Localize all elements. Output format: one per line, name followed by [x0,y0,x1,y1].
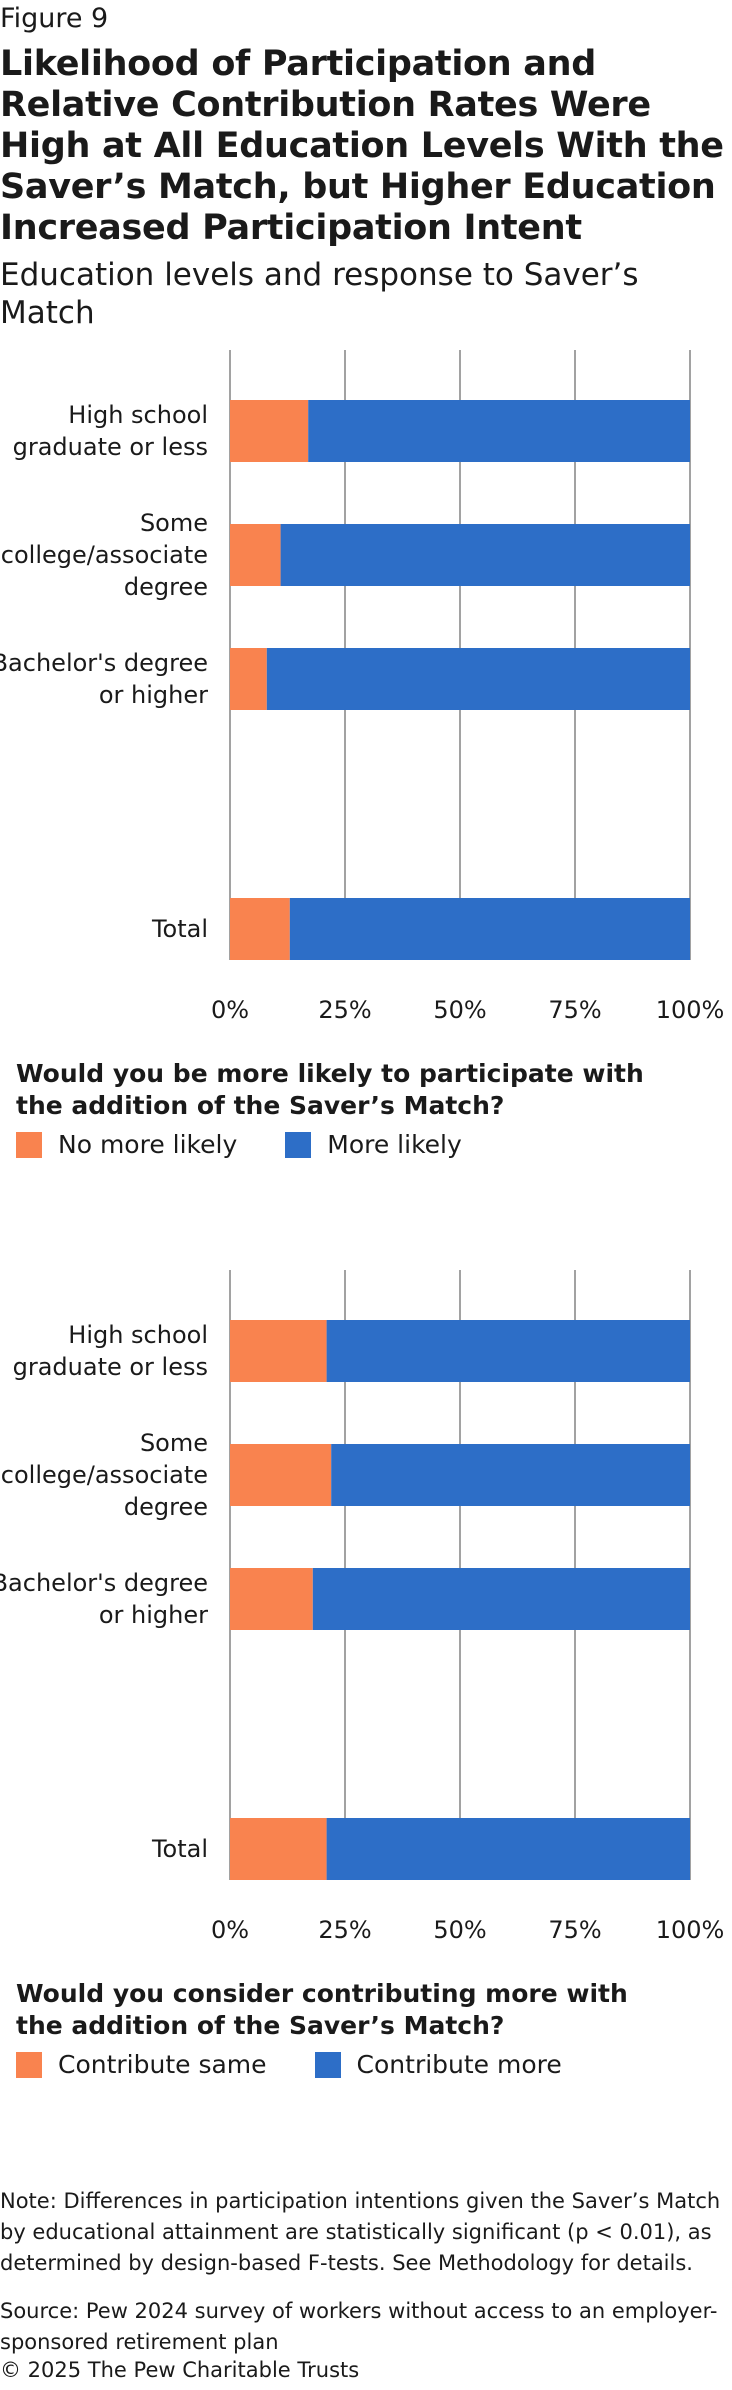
x-tick-label: 100% [656,996,725,1024]
bar-segment [230,648,267,710]
category-label: Some college/associate degree [1,1429,208,1521]
legend-label: Contribute more [356,2050,562,2079]
bar-segment [289,898,690,960]
legend-item-more-likely: More likely [285,1129,462,1161]
legend-swatch-blue [314,2052,341,2078]
bar-segment [230,400,309,462]
x-tick-label: 75% [548,996,601,1024]
category-label: High school graduate or less [13,401,208,461]
participation-legend: No more likely More likely [16,1128,510,1162]
x-tick-label: 25% [318,1916,371,1944]
legend-swatch-orange [16,2052,42,2078]
bar-segment [230,524,281,586]
chart-title: Likelihood of Participation and Relative… [0,44,724,248]
bar-segment [266,648,690,710]
legend-item-no-more-likely: No more likely [16,1129,237,1161]
legend-item-contribute-same: Contribute same [16,2049,267,2081]
participation-question: Would you be more likely to participate … [16,1059,644,1120]
bar-segment [230,898,290,960]
x-tick-label: 75% [548,1916,601,1944]
legend-label: No more likely [58,1130,238,1159]
bar-segment [312,1568,690,1630]
bar-segment [331,1444,690,1506]
legend-swatch-blue [285,1132,312,1158]
category-label: Total [151,1835,208,1863]
bar-segment [326,1320,690,1382]
chart-subtitle: Education levels and response to Saver’s… [0,257,639,331]
bar-segment [308,400,690,462]
legend-swatch-orange [16,1132,42,1158]
contribution-question: Would you consider contributing more wit… [16,1979,628,2040]
legend-item-contribute-more: Contribute more [314,2049,562,2081]
contribution-chart: 0% 25% 50% 75% 100% High school graduate or le… [0,1270,725,1944]
x-tick-label: 100% [656,1916,725,1944]
contribution-legend: Contribute same Contribute more [16,2048,610,2082]
bar-segment [230,1444,332,1506]
source-note: Source: Pew 2024 survey of workers witho… [0,2299,718,2354]
bar-segment [326,1818,690,1880]
bar-segment [280,524,690,586]
x-tick-label: 50% [433,996,486,1024]
category-label: Bachelor's degree or higher [0,649,208,709]
bar-segment [230,1818,327,1880]
x-tick-label: 25% [318,996,371,1024]
category-label: Some college/associate degree [1,509,208,601]
figure-label: Figure 9 [0,3,109,34]
bar-segment [230,1320,327,1382]
category-label: Total [151,915,208,943]
copyright: © 2025 The Pew Charitable Trusts [0,2358,360,2382]
methodology-note: Note: Differences in participation inten… [0,2189,721,2275]
x-tick-label: 50% [433,1916,486,1944]
category-label: Bachelor's degree or higher [0,1569,208,1629]
legend-label: Contribute same [58,2050,267,2079]
participation-chart: 0% 25% 50% 75% 100% High school graduate or le… [0,350,725,1024]
x-tick-label: 0% [211,1916,249,1944]
bar-segment [230,1568,313,1630]
x-tick-label: 0% [211,996,249,1024]
legend-label: More likely [327,1130,462,1159]
category-label: High school graduate or less [13,1321,208,1381]
